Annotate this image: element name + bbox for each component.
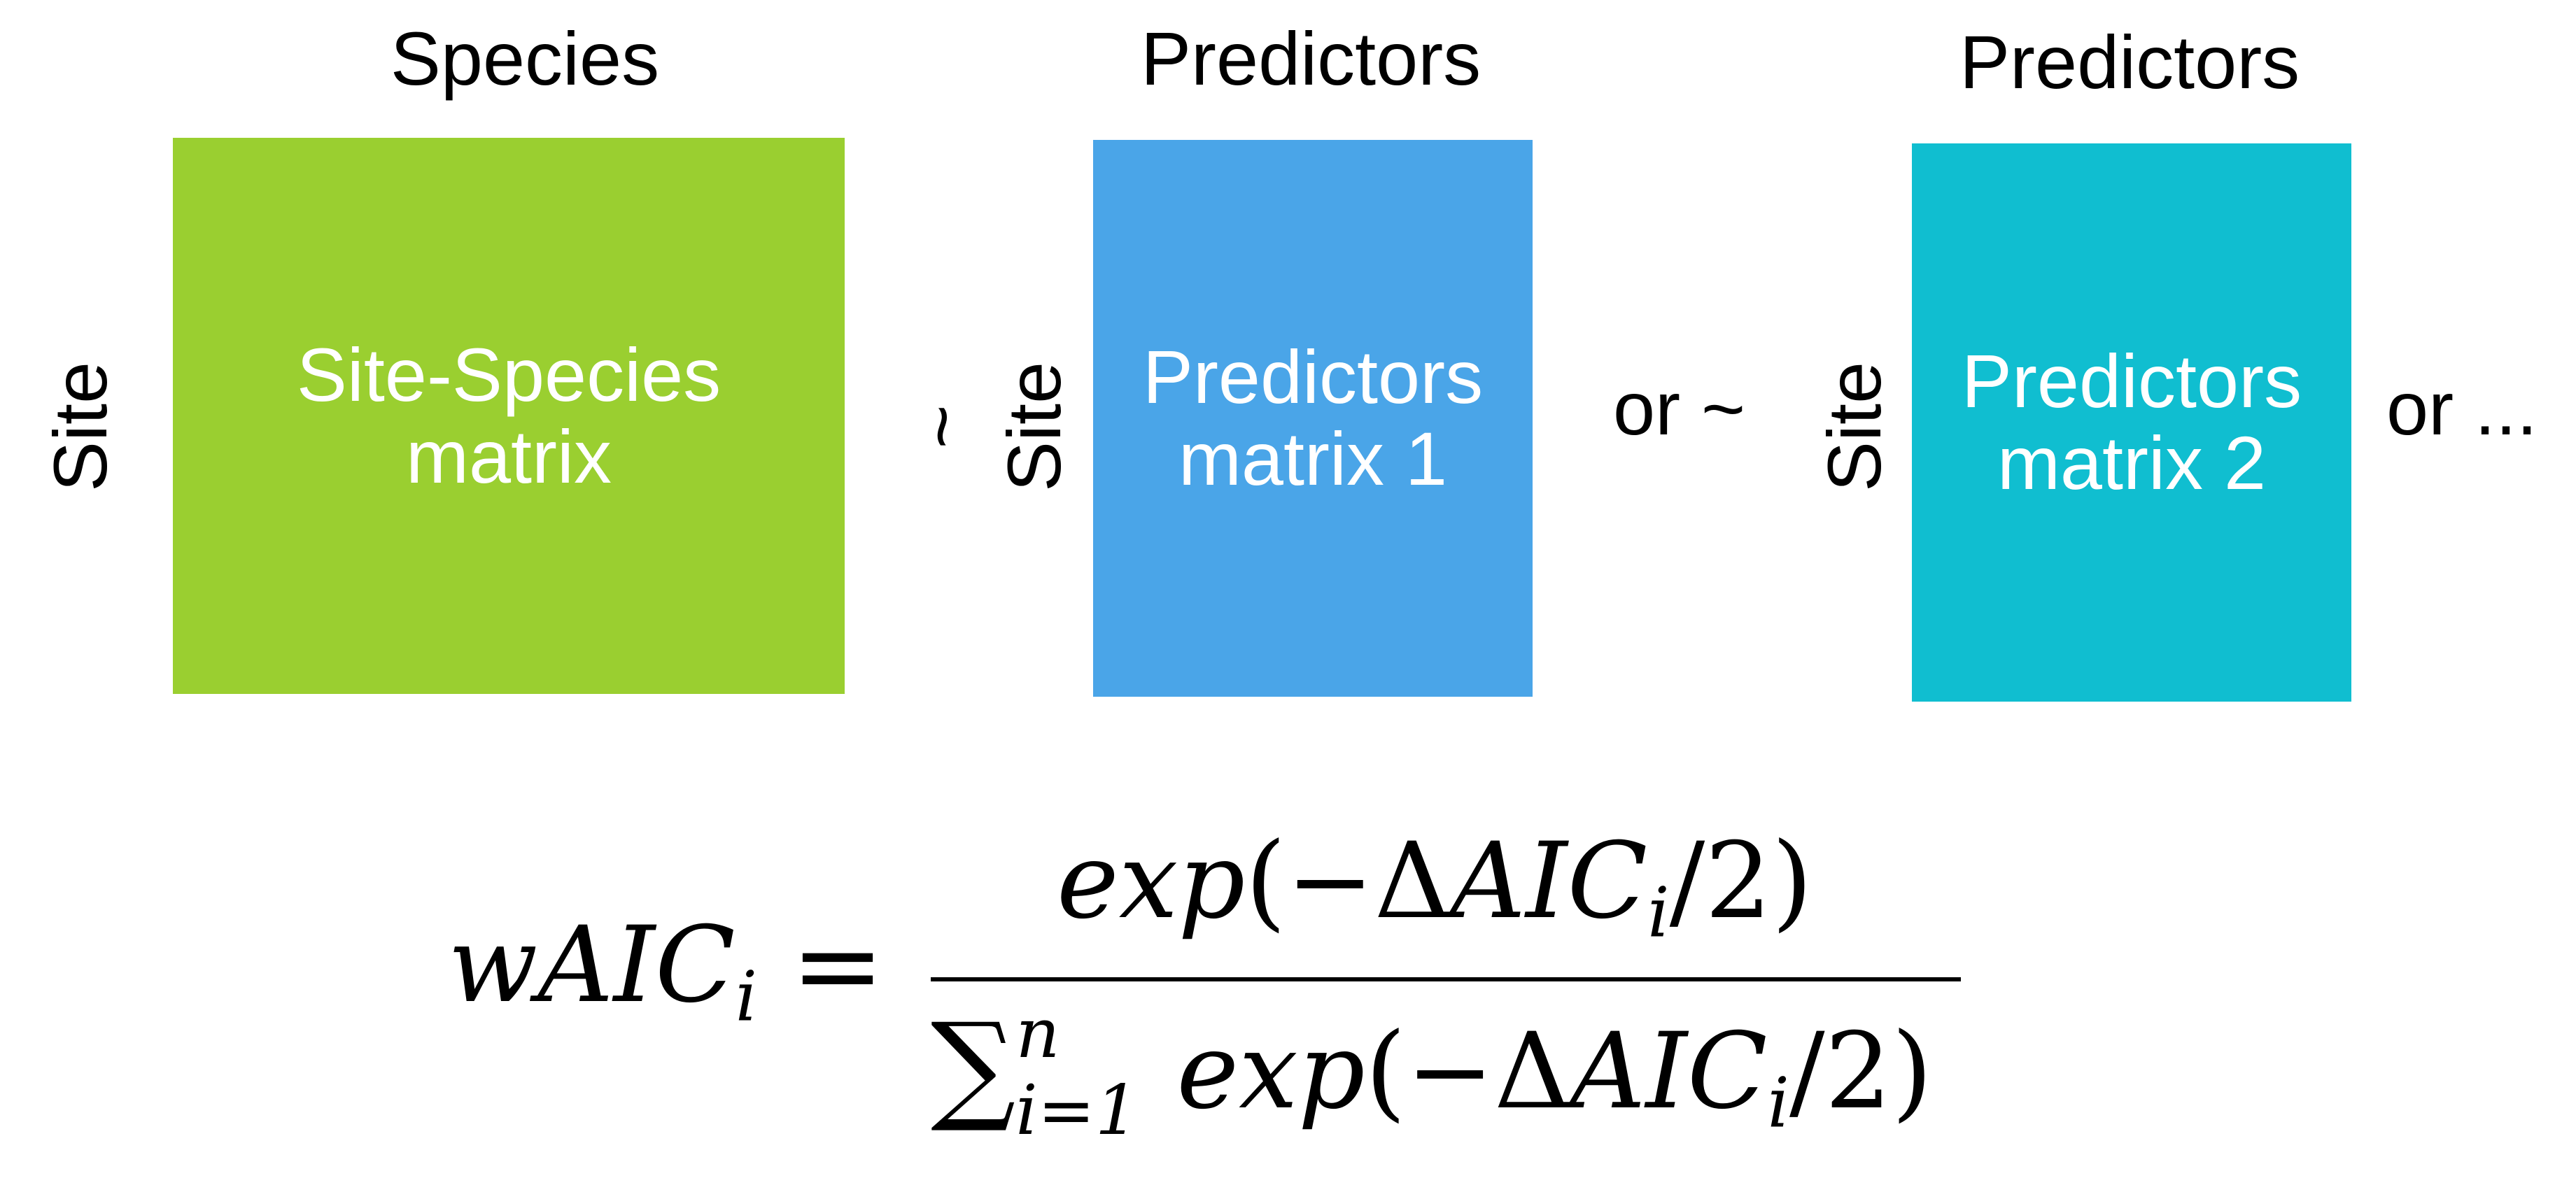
- formula-denominator: ∑ n i=1 exp(−ΔAICi/2): [931, 1000, 1933, 1145]
- or-tilde-operator: or ~: [1613, 366, 1746, 450]
- num-aic: AIC: [1449, 821, 1648, 942]
- predictors-matrix-2: Predictors matrix 2: [1912, 143, 2351, 702]
- predictors-matrix-1: Predictors matrix 1: [1093, 140, 1533, 697]
- sum-symbol: ∑: [931, 998, 1016, 1136]
- predictors-matrix-1-label: Predictors matrix 1: [1143, 336, 1483, 499]
- formula-numerator: exp(−ΔAICi/2): [1057, 829, 1813, 947]
- den-subscript: i: [1767, 1063, 1789, 1144]
- den-minus: −: [1406, 1011, 1494, 1133]
- matrix-label-line: Predictors: [1142, 334, 1484, 420]
- formula-equals: =: [791, 900, 885, 1030]
- formula-lhs-aic: AIC: [537, 904, 736, 1026]
- matrix-label-line: matrix 2: [1997, 420, 2267, 505]
- or-ellipsis-operator: or ...: [2386, 366, 2538, 450]
- formula-lhs-subscript: i: [735, 957, 758, 1037]
- header-predictors-1: Predictors: [1141, 16, 1481, 101]
- tilde-operator: ~: [899, 404, 983, 449]
- den-exp: exp: [1176, 1011, 1365, 1133]
- header-predictors-2: Predictors: [1959, 20, 2300, 104]
- sum-lower-limit: i=1: [1015, 1071, 1139, 1151]
- formula-lhs-w: w: [448, 904, 538, 1026]
- site-species-matrix-label: Site-Species matrix: [297, 334, 721, 497]
- matrix-label-line: Site-Species: [296, 332, 722, 417]
- matrix-label-line: matrix: [405, 413, 612, 499]
- matrix-label-line: Predictors: [1961, 339, 2302, 424]
- num-subscript: i: [1647, 873, 1670, 953]
- header-species: Species: [390, 16, 660, 101]
- den-aic: AIC: [1570, 1011, 1768, 1133]
- fraction-bar: [931, 977, 1961, 981]
- row-label-site-3: Site: [1812, 361, 1896, 492]
- matrix-label-line: matrix 1: [1178, 416, 1448, 501]
- num-exp: exp: [1057, 821, 1246, 942]
- den-delta: Δ: [1493, 1011, 1570, 1133]
- num-minus: −: [1286, 821, 1374, 942]
- row-label-site-2: Site: [992, 361, 1076, 492]
- predictors-matrix-2-label: Predictors matrix 2: [1962, 341, 2302, 504]
- den-open-paren: (: [1365, 1011, 1407, 1133]
- row-label-site-1: Site: [38, 361, 122, 492]
- sum-upper-limit: n: [1015, 994, 1060, 1074]
- num-divide-two: /2): [1669, 821, 1813, 942]
- num-open-paren: (: [1245, 821, 1286, 942]
- den-divide-two: /2): [1789, 1011, 1933, 1133]
- sum-limits: n i=1: [1015, 1000, 1176, 1145]
- num-delta: Δ: [1374, 821, 1450, 942]
- site-species-matrix: Site-Species matrix: [173, 138, 845, 694]
- formula-lhs: wAICi: [448, 913, 757, 1031]
